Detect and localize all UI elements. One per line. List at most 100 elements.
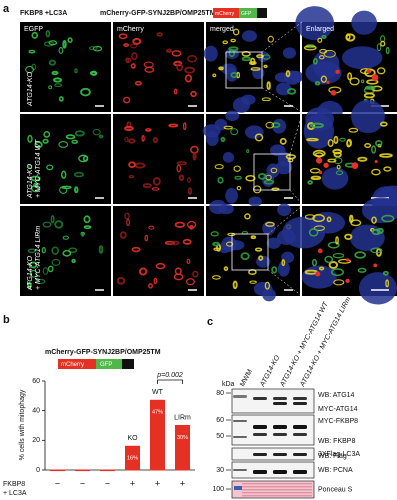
condition-mark: + xyxy=(155,478,160,488)
signal xyxy=(138,267,148,276)
signal xyxy=(214,164,224,170)
signal xyxy=(171,240,180,246)
signal xyxy=(232,280,238,290)
signal xyxy=(236,185,242,191)
ponceau-band xyxy=(242,489,312,491)
signal xyxy=(43,131,51,138)
signal xyxy=(375,140,383,147)
gfp-text: GFP xyxy=(100,362,112,368)
signal xyxy=(319,48,328,54)
zoom-guide xyxy=(267,205,303,235)
signal xyxy=(42,221,52,228)
signal xyxy=(51,246,59,255)
nucleus xyxy=(309,212,346,234)
signal xyxy=(383,166,392,172)
signal xyxy=(303,45,317,51)
signal xyxy=(212,241,220,247)
signal xyxy=(74,68,78,74)
value-label: 16% xyxy=(127,456,138,462)
signal xyxy=(92,128,101,136)
ponceau-band xyxy=(242,486,312,488)
signal xyxy=(267,35,274,43)
signal xyxy=(42,267,49,275)
value-label: 47% xyxy=(152,410,163,416)
blot xyxy=(231,447,315,461)
signal xyxy=(212,275,221,280)
signal xyxy=(186,258,191,265)
signal xyxy=(223,266,229,272)
nucleus xyxy=(225,110,240,122)
signal xyxy=(345,33,351,41)
signal xyxy=(124,136,129,143)
signal xyxy=(50,215,55,224)
signal xyxy=(128,174,135,179)
zoom-guide xyxy=(289,189,303,205)
gfp-text: GFP xyxy=(241,11,252,17)
signal xyxy=(265,121,275,129)
blot-label: WB: PCNA xyxy=(318,467,353,474)
blot-label: WB: FKBP8 xyxy=(318,438,355,445)
bar xyxy=(125,445,140,471)
red-puncta xyxy=(318,170,323,175)
treatment: FKBP8 +LC3A xyxy=(20,10,67,17)
signal xyxy=(62,249,72,257)
signal xyxy=(132,37,142,45)
signal xyxy=(176,164,182,173)
signal xyxy=(250,235,257,240)
nucleus xyxy=(351,10,377,35)
signal xyxy=(130,43,138,49)
bar-label: LIRm xyxy=(174,414,191,421)
bar xyxy=(175,425,190,471)
tm-box xyxy=(122,359,134,369)
signal xyxy=(230,128,239,136)
signal xyxy=(218,66,224,71)
signal xyxy=(370,247,383,254)
zoom-box xyxy=(231,233,269,271)
signal xyxy=(244,213,251,220)
signal xyxy=(312,214,325,223)
signal xyxy=(143,61,154,68)
marker-label: 30 xyxy=(216,467,224,474)
signal xyxy=(348,127,359,133)
reporter: mCherry-GFP-SYNJ2BP/OMP25TM xyxy=(100,10,216,17)
signal xyxy=(116,276,126,285)
mcherry-box xyxy=(213,8,239,18)
row-label: ATG14-KO xyxy=(27,255,34,291)
signal xyxy=(51,70,59,76)
column-label: mCherry xyxy=(117,26,144,33)
signal xyxy=(227,232,236,237)
signal xyxy=(318,55,325,60)
condition-mark: − xyxy=(105,478,110,488)
signal xyxy=(310,175,322,181)
signal xyxy=(233,165,241,172)
signal xyxy=(265,221,275,227)
signal xyxy=(124,212,130,220)
nucleus xyxy=(220,63,237,75)
blot xyxy=(231,414,315,446)
nucleus xyxy=(361,197,397,224)
bar xyxy=(100,469,115,472)
signal xyxy=(324,255,334,264)
signal xyxy=(357,267,367,273)
signal xyxy=(192,152,197,161)
signal xyxy=(364,85,376,90)
blot xyxy=(231,461,315,479)
signal xyxy=(58,96,64,102)
signal xyxy=(61,185,72,190)
signal xyxy=(27,248,36,254)
y-axis-label: % cells with mitophagy xyxy=(19,389,26,460)
signal xyxy=(46,164,54,171)
signal xyxy=(232,28,240,36)
signal xyxy=(245,174,256,182)
signal xyxy=(192,270,199,278)
zoom-box xyxy=(253,153,291,191)
signal xyxy=(240,252,250,261)
signal xyxy=(29,261,38,269)
nucleus xyxy=(244,125,264,139)
row-label: ATG14-KO xyxy=(27,163,34,199)
blot-label: WB: ATG14 xyxy=(318,392,355,399)
signal xyxy=(266,81,271,90)
zoom-guide xyxy=(289,113,303,155)
signal xyxy=(281,259,286,267)
signal xyxy=(332,148,342,155)
